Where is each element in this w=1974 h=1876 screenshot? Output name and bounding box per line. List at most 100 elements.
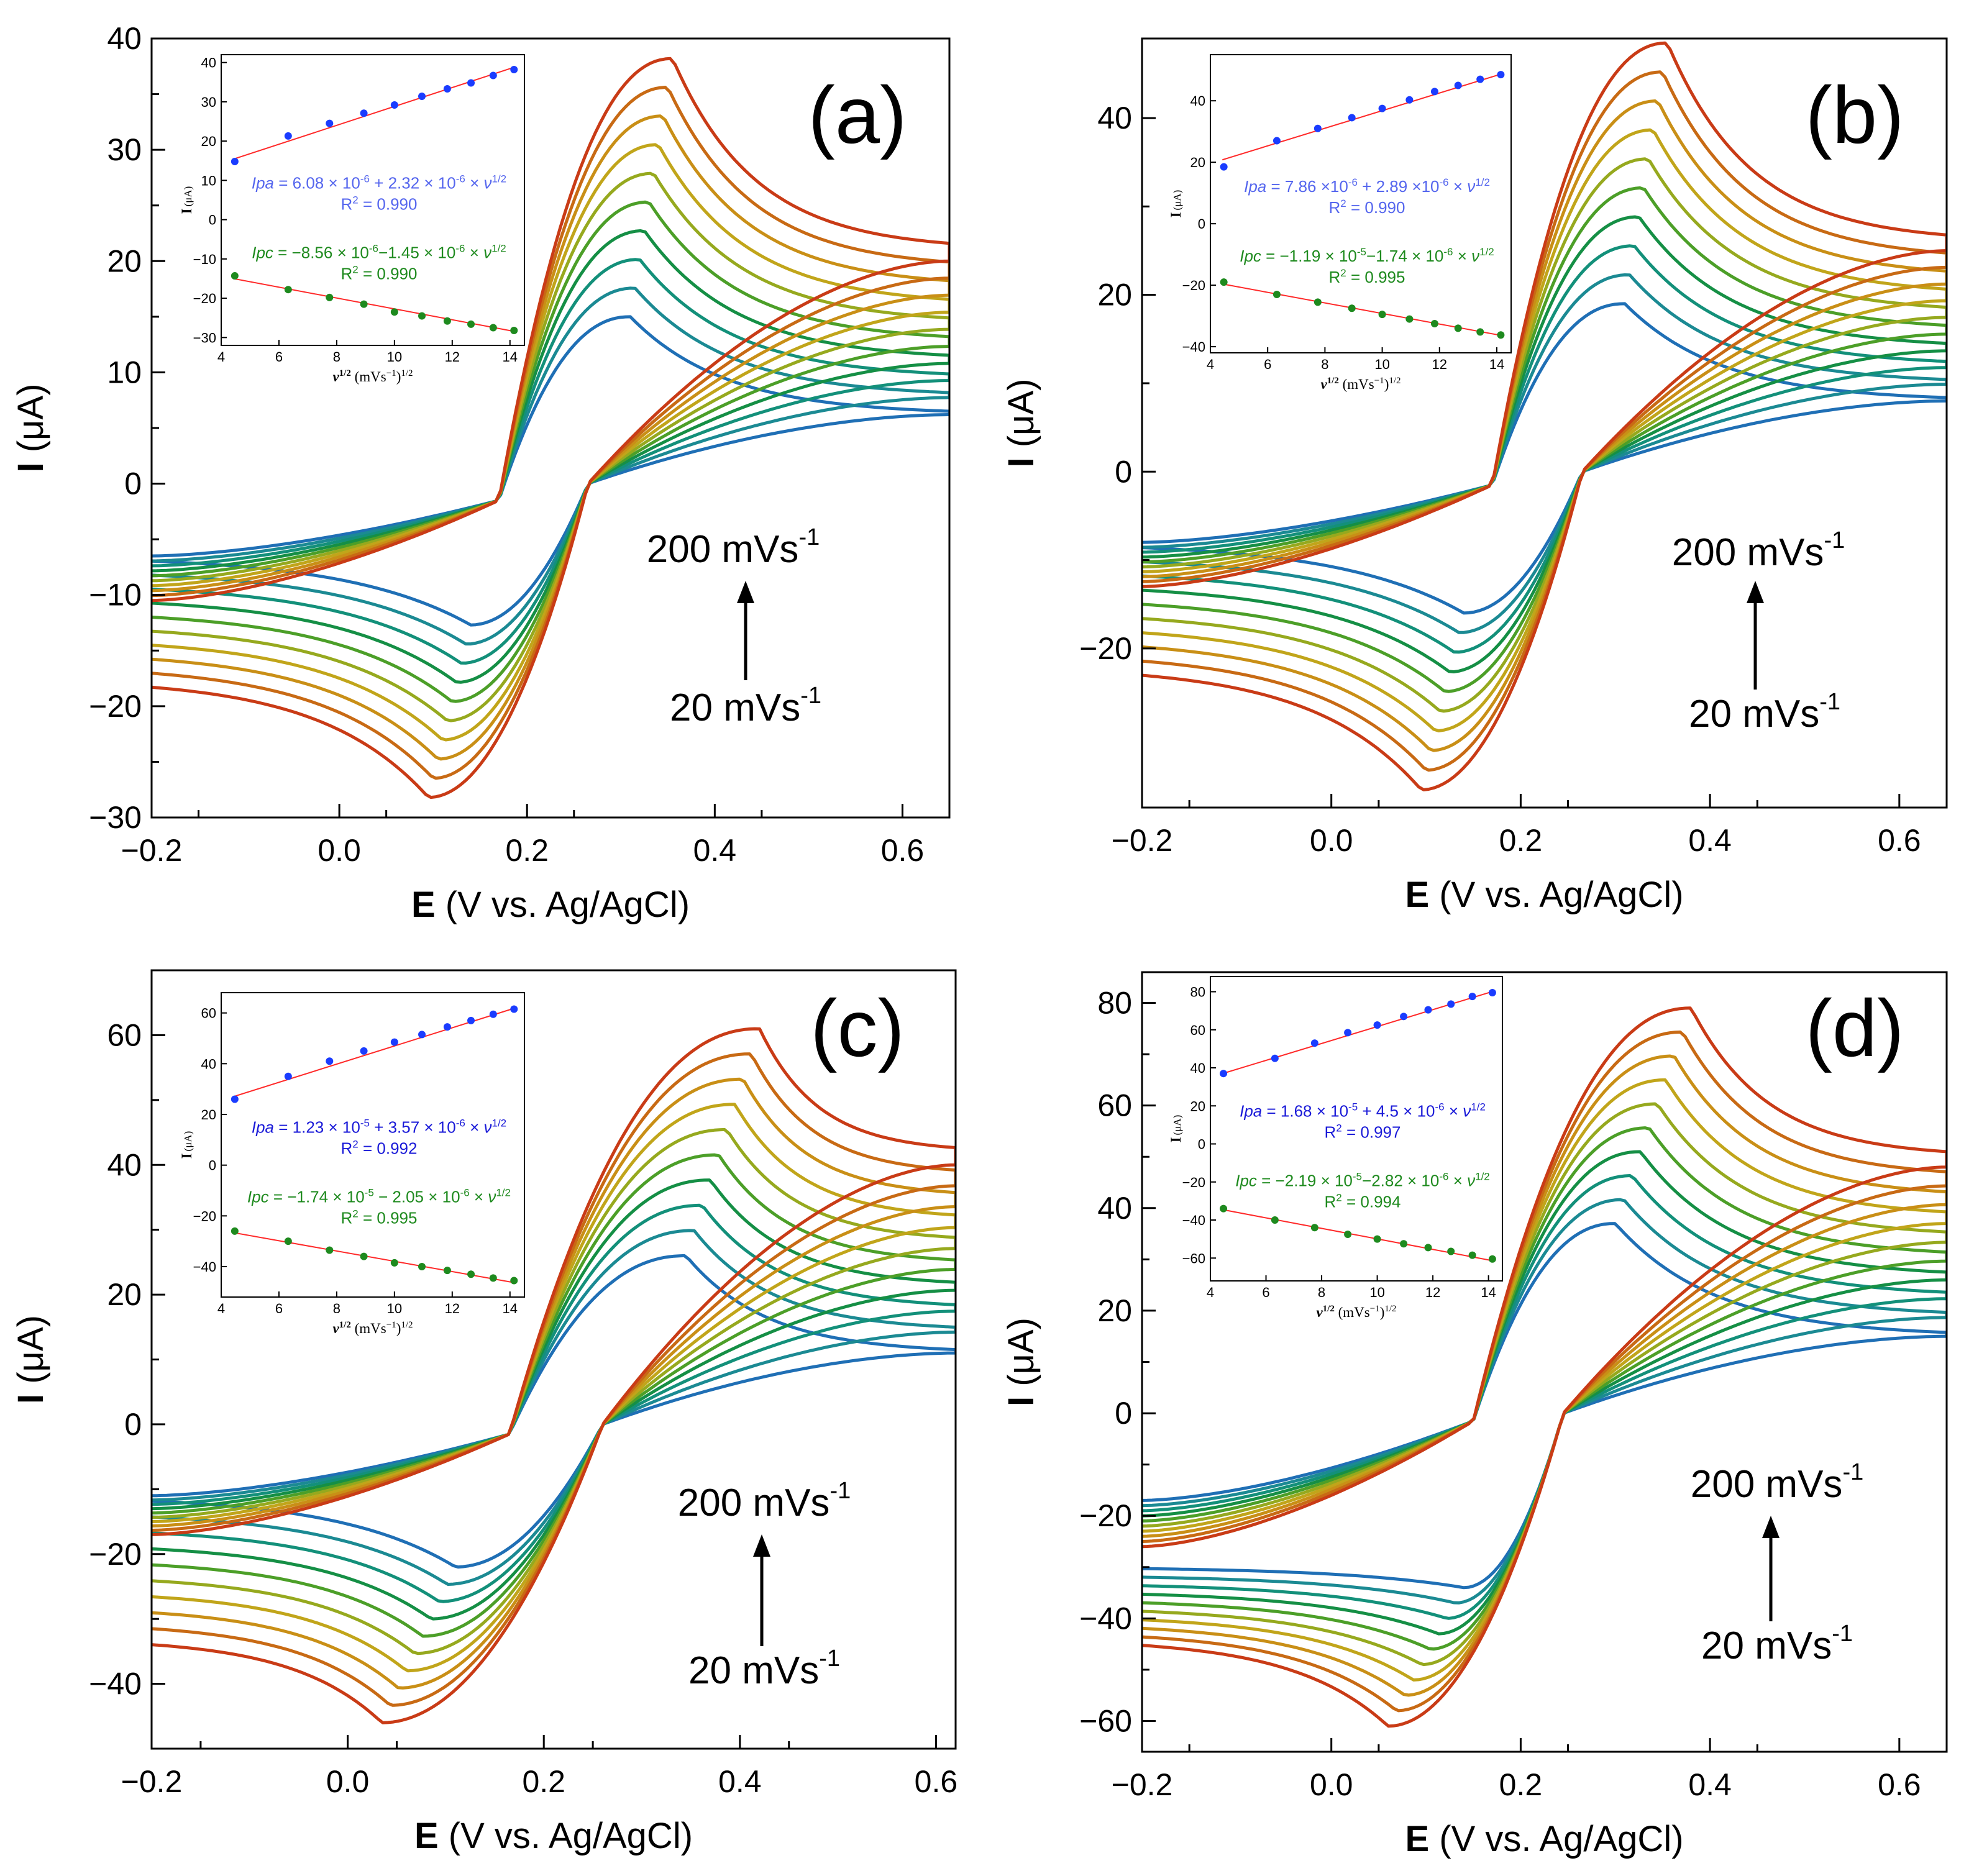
- ipc-data-point: [1273, 290, 1281, 298]
- ipa-data-point: [1468, 993, 1476, 1001]
- ipc-eq-label: Ipc: [1235, 1171, 1257, 1190]
- x-tick-label: 0.0: [326, 1764, 370, 1799]
- inset-y-tick-label: 0: [209, 212, 216, 228]
- ipc-data-point: [231, 1227, 239, 1235]
- x-tick-label: 0.6: [915, 1764, 958, 1799]
- ipa-data-point: [1220, 163, 1228, 171]
- ipa-data-point: [1454, 81, 1462, 89]
- ipa-eq-nu: ν: [1467, 177, 1475, 196]
- ipa-eq-b: + 3.57 × 10: [370, 1118, 456, 1136]
- inset-y-tick-label: −20: [1182, 278, 1205, 293]
- ipc-r2-r: R: [341, 264, 353, 283]
- inset-y-tick-label: 20: [201, 134, 216, 149]
- ipc-data-point: [443, 317, 451, 325]
- inset-x-tick-label: 8: [1318, 1285, 1325, 1300]
- ipc-data-point: [284, 1237, 292, 1245]
- panel-label: (d): [1806, 983, 1904, 1073]
- scan-rate-high-sup: -1: [829, 1478, 851, 1504]
- ipc-r2-r: R: [1325, 1192, 1337, 1211]
- y-tick-label: 0: [124, 1407, 142, 1442]
- inset-y-tick-label: −40: [193, 1259, 216, 1275]
- inset-y-tick-label: −40: [1182, 1213, 1205, 1228]
- inset-y-i: I: [179, 1153, 194, 1159]
- ipa-data-point: [1430, 88, 1438, 96]
- inset-x-unit: (mVs: [351, 369, 386, 385]
- inset-x-unit-end: ): [396, 369, 401, 385]
- ipa-data-point: [1497, 71, 1505, 79]
- inset-x-nu: ν: [1316, 1305, 1323, 1320]
- inset-frame: [1210, 54, 1512, 353]
- y-tick-label: 40: [1097, 101, 1132, 135]
- inset-x-tick-label: 4: [1207, 1285, 1214, 1300]
- y-axis-title-rest: (μA): [1001, 1318, 1041, 1396]
- inset-y-tick-label: −30: [193, 330, 216, 345]
- cv-curve-60-mVs: [1142, 244, 1947, 654]
- inset-y-unit: (μA): [182, 1131, 194, 1152]
- inset-x-tick-label: 12: [445, 1301, 460, 1316]
- ipa-r2-sup: 2: [1340, 198, 1346, 209]
- y-tick-label: −20: [89, 1537, 142, 1572]
- x-tick-label: 0.2: [522, 1764, 565, 1799]
- scan-rate-low-sup: -1: [1819, 689, 1840, 715]
- inset-x-end-sup: 1/2: [1389, 376, 1401, 386]
- inset-x-nu-sup: 1/2: [339, 1320, 351, 1330]
- ipc-equation: Ipc = −1.19 × 10-5−1.74 × 10-6 × ν1/2: [1240, 246, 1494, 265]
- inset-y-i: I: [1168, 1137, 1184, 1142]
- inset-x-tick-label: 4: [217, 1301, 225, 1316]
- inset-x-nu: ν: [1320, 376, 1327, 392]
- cv-curve-40-mVs: [1142, 273, 1947, 634]
- ipa-eq-c: ×: [465, 1118, 484, 1136]
- cv-curve-120-mVs: [1142, 157, 1947, 713]
- cv-curve-80-mVs: [1142, 215, 1947, 673]
- ipa-eq-c: ×: [465, 173, 484, 192]
- ipc-eq-s2: -6: [455, 242, 465, 254]
- ipc-eq-c: ×: [470, 1187, 488, 1206]
- y-tick-label: −60: [1079, 1703, 1132, 1738]
- y-axis-title: I (μA): [11, 1315, 51, 1404]
- ipc-data-point: [489, 324, 497, 332]
- cv-curves: [1142, 1006, 1947, 1728]
- inset-y-tick-label: 40: [1190, 93, 1205, 109]
- x-tick-label: 0.6: [881, 833, 925, 868]
- inset-y-tick-label: 20: [1190, 155, 1205, 170]
- inset-y-tick-label: −20: [1182, 1175, 1205, 1190]
- y-tick-label: −30: [89, 800, 142, 835]
- ipc-eq-s3: 1/2: [491, 242, 506, 254]
- ipa-data-point: [1373, 1021, 1381, 1029]
- ipc-eq-s1: -5: [1353, 1170, 1362, 1182]
- ipa-eq-s1: -5: [1348, 1101, 1358, 1113]
- ipc-data-point: [390, 1259, 398, 1267]
- x-axis-title-rest: (V vs. Ag/AgCl): [1429, 875, 1683, 915]
- y-tick-label: 0: [124, 467, 142, 501]
- cv-curve-200-mVs: [152, 57, 949, 799]
- ipa-data-point: [1310, 1039, 1318, 1047]
- ipc-data-point: [418, 1263, 426, 1270]
- inset-x-unit-end: ): [1380, 1305, 1385, 1320]
- inset-x-tick-label: 14: [1489, 357, 1504, 372]
- ipc-eq-label: Ipc: [1240, 247, 1261, 265]
- ipc-data-point: [326, 1246, 334, 1254]
- ipc-eq-label: Ipc: [247, 1187, 269, 1206]
- ipc-data-point: [1488, 1255, 1496, 1263]
- inset-y-axis-title: I(μA): [179, 1131, 194, 1159]
- x-axis-title: E (V vs. Ag/AgCl): [1405, 1819, 1683, 1859]
- inset-y-tick-label: 20: [201, 1107, 216, 1122]
- inset-x-unit: (mVs: [1335, 1305, 1370, 1320]
- scan-rate-low-sup: -1: [800, 683, 821, 709]
- ipc-data-point: [467, 320, 475, 328]
- y-axis-title: I (μA): [11, 384, 51, 473]
- x-axis-title-bold: E: [1405, 875, 1429, 915]
- x-tick-label: 0.4: [1688, 823, 1732, 858]
- ipc-eq-s1: -5: [1357, 246, 1366, 258]
- scan-rate-low-label: 20 mVs-1: [688, 1646, 840, 1692]
- inset-x-tick-label: 10: [387, 349, 402, 365]
- ipc-eq-s2: -6: [1439, 1170, 1448, 1182]
- inset-x-unit-end: ): [1384, 376, 1389, 392]
- x-tick-label: 0.0: [318, 833, 361, 868]
- ipa-data-point: [390, 101, 398, 109]
- ipa-data-point: [1348, 114, 1356, 122]
- ipa-data-point: [1488, 989, 1496, 997]
- cv-curve-20-mVs: [1142, 302, 1947, 615]
- ipa-data-point: [418, 93, 426, 101]
